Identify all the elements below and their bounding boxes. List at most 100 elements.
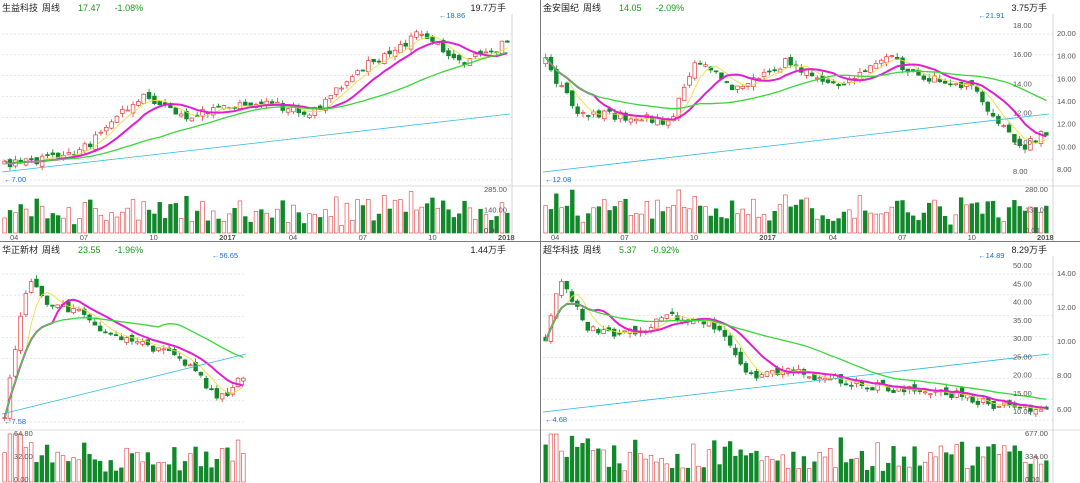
candle-up [590,326,596,332]
candlestick-chart[interactable]: ←21.91 ←12.08 20.00 18.00 16.00 14.00 12.00 10.… [541,0,1080,241]
candle-down [157,101,162,105]
volume-bar-down [917,465,923,483]
volume-bar-down [108,460,113,483]
volume-bar-up [124,447,129,483]
price-tick-label: 45.00 [1013,279,1032,288]
chart-panel-3[interactable]: ←56.65 ←7.58 64.80 32.00 0.00 华正新材 周线 23.55 -1.… [0,242,540,483]
volume-bar-down [970,465,975,483]
volume-bar-down [712,440,717,483]
volume-bar-down [969,203,974,234]
price-change: -0.92% [650,245,680,255]
volume-bar-down [184,195,189,234]
candle-up [580,112,586,114]
volume-bar-down [97,460,103,483]
volume-bar-up [328,216,334,234]
time-tick-label: 10 [968,233,976,241]
volume-bar-up [756,216,761,234]
volume-bar-up [896,465,901,483]
volume-bar-down [996,217,1001,234]
volume-bar-up [1023,462,1028,483]
volume-bar-up [408,191,414,234]
candle-up [76,308,82,312]
volume-bar-up [759,460,764,483]
candle-down [990,112,996,117]
volume-bar-up [366,199,371,234]
price-tick-label: 10.00 [1057,142,1076,151]
volume-bar-down [146,209,152,234]
volume-bar-down [660,211,666,234]
candle-up [124,337,129,343]
volume-bar-down [451,217,457,234]
price-tick-label: 16.00 [1013,50,1032,59]
volume-bar-up [548,433,554,483]
volume-bar-down [772,210,777,234]
candle-up [703,64,708,67]
candle-up [140,341,145,345]
chart-panel-4[interactable]: ←14.89 ←4.68 14.00 12.00 10.00 8.00 6.00 50.00 4… [541,242,1080,483]
candlestick-chart[interactable]: ←56.65 ←7.58 64.80 32.00 0.00 [0,242,540,483]
candlestick-chart[interactable]: ←14.89 ←4.68 14.00 12.00 10.00 8.00 6.00 50.00 4… [541,242,1080,483]
candle-down [722,330,728,337]
price-tick-label: 50.00 [1013,261,1032,270]
stock-name: 金安国纪 [543,3,580,13]
volume-bar-down [403,211,408,234]
chart-panel-1[interactable]: ←18.86 ←7.00 285.00 140.00 0.00 04 07 10 2017 04 0… [0,0,540,241]
volume-bar-up [884,212,889,234]
volume-bar-down [570,189,575,234]
volume-bar-up [764,456,770,483]
ma250-line [1,113,511,173]
candle-down [948,83,953,86]
volume-bar-down [152,213,157,234]
candle-up [104,127,109,132]
candle-down [403,42,408,47]
volume-tick-label: 285.00 [484,185,507,194]
volume-bar-down [7,210,13,234]
volume-tick-label: 140.00 [484,206,507,215]
candle-up [817,377,822,380]
candle-down [173,107,179,115]
stock-name: 生益科技 [2,3,39,13]
volume-bar-down [205,220,211,234]
candle-down [209,388,214,391]
price-tick-label: 8.00 [1013,167,1028,176]
price-change: -1.96% [114,245,144,255]
volume-bar-down [151,464,156,483]
volume-bar-up [928,452,933,483]
ma5-line [545,293,1047,410]
volume-bar-up [696,465,701,483]
volume-bar-up [130,199,136,234]
time-tick-label: 10 [149,233,157,241]
volume-bar-up [602,199,607,234]
volume-bar-up [241,453,246,483]
candle-up [601,329,606,334]
volume-bar-down [825,219,831,234]
candle-down [942,80,948,84]
candle-down [1006,124,1012,133]
time-tick-label: 10 [428,233,436,241]
volume-bar-up [419,206,424,234]
volume-bar-up [156,462,161,483]
candlestick-chart[interactable]: ←18.86 ←7.00 285.00 140.00 0.00 04 07 10 2017 04 0… [0,0,540,241]
time-tick-label: 04 [10,233,18,241]
volume-bar-up [23,208,29,234]
volume-bar-down [575,215,580,234]
candle-down [204,377,209,389]
candle-down [669,311,675,314]
stock-header: 华正新材 周线 23.55 -1.96% [2,244,147,256]
volume-bar-down [799,199,804,234]
candle-up [659,317,664,322]
candle-up [815,77,820,80]
time-tick-label: 2018 [498,233,515,241]
volume-bar-down [204,451,209,483]
candle-up [114,115,120,123]
high-price-annotation: ←21.91 [978,11,1004,20]
chart-panel-2[interactable]: ←21.91 ←12.08 20.00 18.00 16.00 14.00 12.00 10.… [541,0,1080,241]
candle-up [922,391,928,394]
candle-down [926,78,932,82]
candle-down [216,105,221,108]
volume-bar-up [889,206,895,234]
candle-down [880,379,886,384]
candle-up [1001,125,1006,127]
candle-down [225,391,230,396]
candle-up [28,281,34,293]
